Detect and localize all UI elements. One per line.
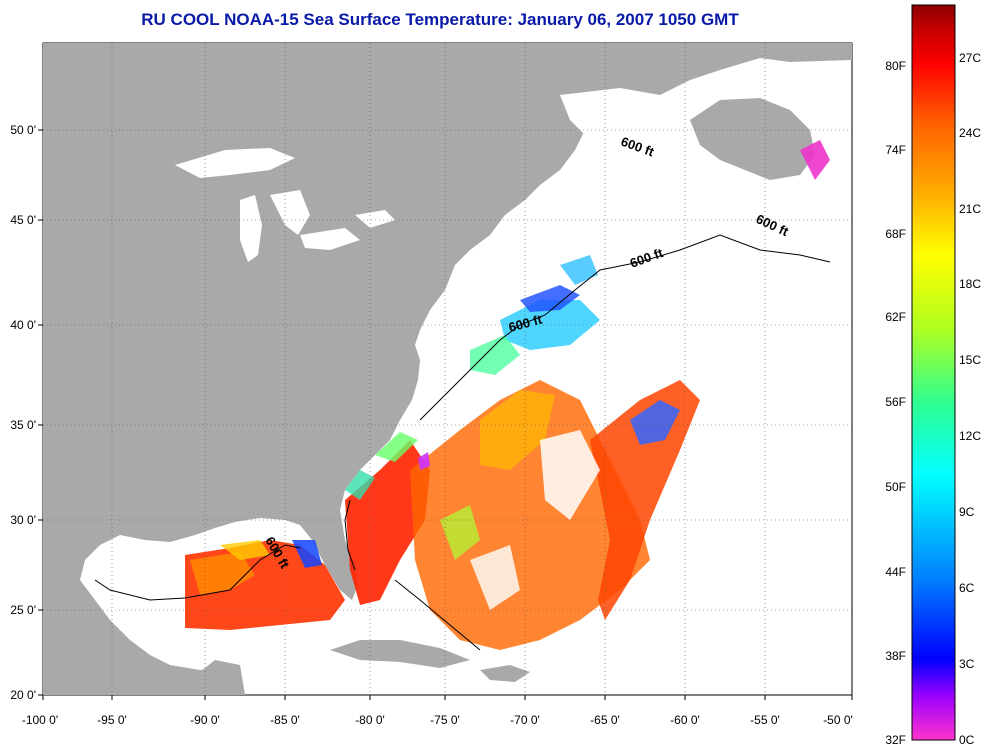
map-layers [43,43,852,695]
colorbar-label-c: 27C [959,51,981,65]
cuba [330,640,470,668]
colorbar-label-f: 62F [885,310,906,324]
colorbar-celsius-labels: 27C 24C 21C 18C 15C 12C 9C 6C 3C 0C [959,51,981,747]
latitude-labels: 50 0' 45 0' 40 0' 35 0' 30 0' 25 0' 20 0… [10,123,36,702]
yucatan [190,660,245,695]
colorbar-label-c: 9C [959,505,975,519]
lat-tick-label: 50 0' [10,123,36,137]
colorbar-label-c: 12C [959,429,981,443]
colorbar-label-f: 32F [885,733,906,747]
colorbar-fahrenheit-labels: 80F 74F 68F 62F 56F 50F 44F 38F 32F [885,59,906,747]
lon-tick-label: -90 0' [190,713,220,727]
lat-tick-label: 35 0' [10,418,36,432]
colorbar-label-c: 18C [959,277,981,291]
sst-data-swath [185,140,830,650]
colorbar-label-f: 44F [885,565,906,579]
lon-tick-label: -80 0' [355,713,385,727]
colorbar [911,4,956,741]
depth-contour-600ft [94,234,831,651]
colorbar-label-c: 15C [959,353,981,367]
colorbar-label-c: 3C [959,657,975,671]
colorbar-label-f: 80F [885,59,906,73]
colorbar-label-c: 21C [959,202,981,216]
colorbar-label-c: 24C [959,126,981,140]
lon-tick-label: -85 0' [270,713,300,727]
colorbar-label-f: 38F [885,649,906,663]
hispaniola [480,665,530,682]
tick-marks [38,129,853,700]
lon-tick-label: -70 0' [510,713,540,727]
lon-tick-label: -50 0' [823,713,853,727]
lon-tick-label: -55 0' [750,713,780,727]
lon-tick-label: -75 0' [430,713,460,727]
newfoundland [690,98,815,180]
lon-tick-label: -65 0' [590,713,620,727]
map-title: RU COOL NOAA-15 Sea Surface Temperature:… [141,10,739,29]
longitude-labels: -100 0' -95 0' -90 0' -85 0' -80 0' -75 … [22,713,853,727]
lon-tick-label: -60 0' [670,713,700,727]
colorbar-label-f: 74F [885,143,906,157]
graticule [43,43,852,695]
great-lakes [175,148,395,262]
lat-tick-label: 45 0' [10,213,36,227]
colorbar-label-c: 0C [959,733,975,747]
lat-tick-label: 25 0' [10,603,36,617]
lon-tick-label: -100 0' [22,713,58,727]
colorbar-label-f: 50F [885,480,906,494]
colorbar-label-c: 6C [959,581,975,595]
colorbar-label-f: 56F [885,395,906,409]
lat-tick-label: 20 0' [10,688,36,702]
lat-tick-label: 40 0' [10,318,36,332]
lat-tick-label: 30 0' [10,513,36,527]
colorbar-label-f: 68F [885,227,906,241]
gulf-st-lawrence [560,88,720,170]
lon-tick-label: -95 0' [97,713,127,727]
